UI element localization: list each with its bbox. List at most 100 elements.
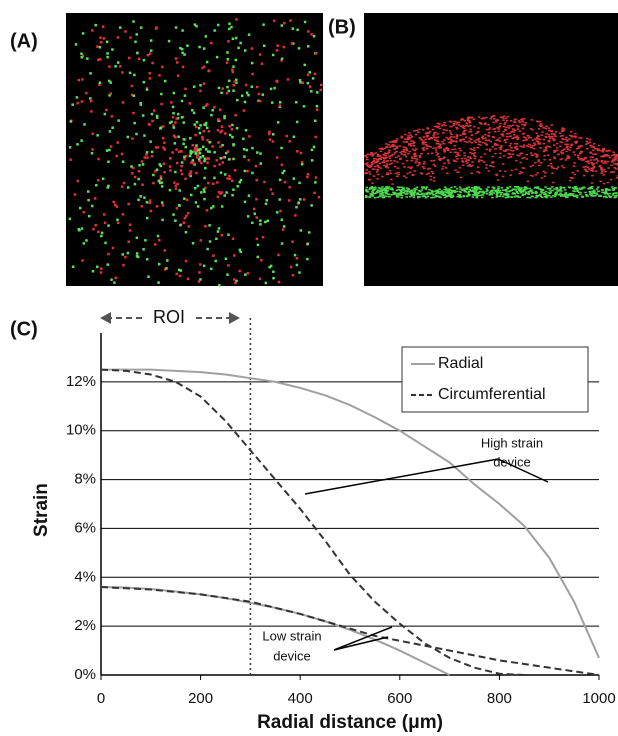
dot [572,193,575,195]
dot [556,147,559,149]
dot [591,182,594,184]
dot [402,188,405,190]
dot [612,151,615,153]
dot [604,160,607,162]
dot [512,153,515,155]
dot [132,20,135,23]
dot [403,146,406,148]
dot [235,280,238,283]
dot [485,117,488,119]
dot [213,177,216,180]
dot [413,192,416,194]
dot [563,187,566,189]
dot [469,129,472,131]
dot [553,133,556,135]
dot [484,153,487,155]
dot [526,154,529,156]
dot [397,155,400,157]
dot [564,139,567,141]
dot [463,152,466,154]
dot [314,73,317,76]
dot [151,113,154,116]
dot [512,150,515,152]
dot [432,147,435,149]
dot [394,145,397,147]
dot [199,132,202,135]
dot [601,161,604,163]
x-tick-label: 200 [188,690,213,707]
dot [609,193,612,195]
dot [419,191,422,193]
dot [494,153,497,155]
dot [131,85,134,88]
dot [405,156,408,158]
dot [583,175,586,177]
dot [497,128,500,130]
dot [385,196,388,198]
dot [232,188,235,191]
dot [426,136,429,138]
dot [272,270,275,273]
dot [496,174,499,176]
dot [574,186,577,188]
dot [424,193,427,195]
dot [174,142,177,145]
dot [124,256,127,258]
dot [409,171,412,173]
dot [91,132,94,135]
dot [583,187,586,189]
dot [517,193,520,195]
dot [301,163,304,166]
dot [396,176,399,178]
dot [424,139,427,141]
dot [597,186,600,188]
dot [595,153,598,155]
dot [610,196,613,198]
dot [269,138,272,141]
dot [203,198,206,201]
dot [508,127,511,128]
dot [486,190,489,192]
dot [106,56,109,59]
dot [384,158,387,160]
dot [507,149,510,151]
dot [226,86,229,89]
dot [217,129,220,132]
dot [225,258,228,261]
dot [183,197,186,200]
dot [442,158,445,160]
dot [367,191,370,193]
dot [440,158,443,160]
dot [407,137,410,139]
dot [505,129,508,131]
dot [149,77,152,80]
dot [543,139,546,141]
dot [398,194,401,196]
dot [452,195,455,197]
dot [384,190,387,192]
dot [493,118,496,120]
dot [210,114,213,117]
dot [554,151,557,153]
dot [486,144,489,146]
dot [91,29,94,32]
dot [538,128,541,130]
dot [296,150,299,153]
dot [281,242,284,245]
dot [203,160,206,163]
dot [191,109,194,112]
dot [427,128,430,130]
dot [176,61,179,64]
dot [419,156,422,158]
dot [507,125,510,127]
dot [536,188,539,190]
dot [436,143,439,145]
dot [540,134,543,136]
dot [520,146,523,148]
dot [547,165,550,167]
dot [390,179,393,181]
dot [550,131,553,133]
dot [590,146,593,148]
dot [388,150,391,152]
dot [468,131,471,133]
